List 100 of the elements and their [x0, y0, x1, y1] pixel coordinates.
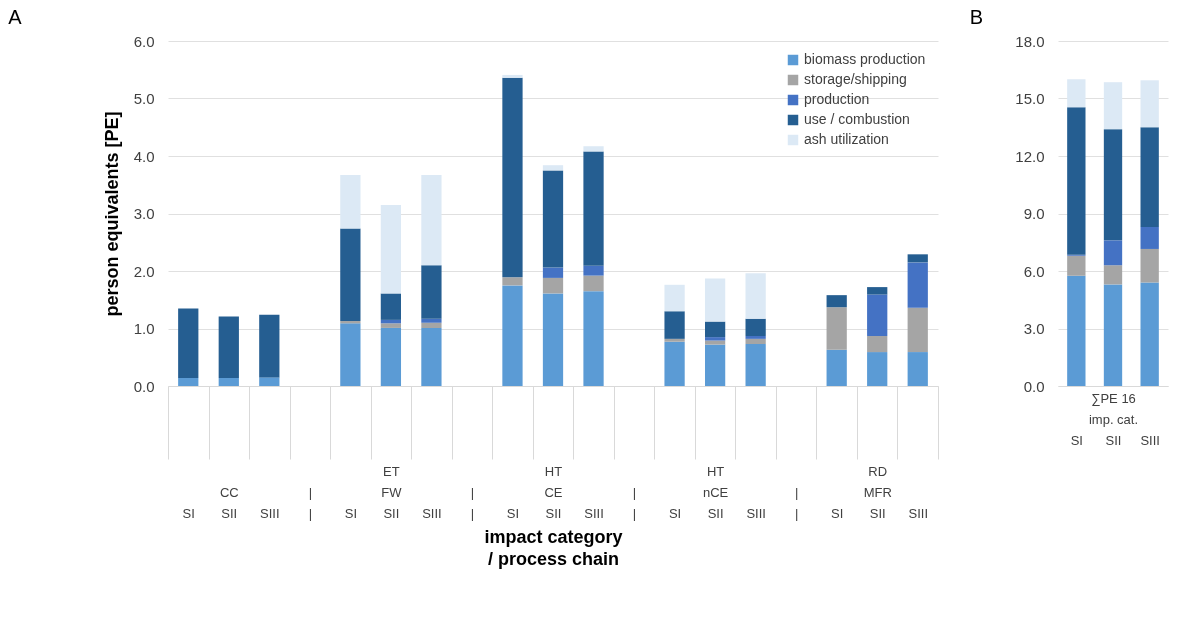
x-tick-label: SIII: [260, 505, 280, 521]
bar: [826, 295, 847, 308]
bar: [583, 265, 604, 276]
x-tick-label: HT nCE SII: [702, 463, 729, 521]
y-tick-label: 6.0: [1023, 262, 1045, 280]
bar: [218, 316, 239, 378]
x-tick-label: SI: [182, 505, 195, 521]
bar: [1067, 107, 1086, 255]
chart-title: B: [969, 6, 984, 28]
x-tick-label: SIII: [422, 505, 442, 521]
x-axis-title: impact category / process chain: [484, 526, 623, 569]
bar: [1140, 80, 1159, 128]
x-tick-label: SI: [344, 505, 358, 521]
bar: [421, 318, 442, 323]
bar: [826, 307, 847, 350]
bar: [704, 337, 726, 341]
bar: [867, 335, 888, 353]
bar: [1140, 282, 1159, 386]
bar: [259, 377, 280, 386]
x-tick-label: SI: [1070, 432, 1083, 448]
bar: [502, 77, 523, 278]
x-tick-label: | |: [632, 484, 637, 521]
bar: [583, 151, 604, 266]
bar: [1103, 129, 1123, 241]
x-tick-label: SI: [668, 505, 682, 521]
bar: [1140, 226, 1159, 249]
bar: [583, 291, 604, 386]
y-tick-label: 1.0: [133, 320, 155, 337]
bar: [745, 335, 766, 339]
y-tick-label: 0.0: [1023, 377, 1045, 395]
bar: [340, 174, 361, 229]
bar: [542, 165, 564, 171]
bar: [542, 293, 564, 386]
bar: [380, 323, 402, 328]
x-tick-label: SIII: [1140, 432, 1160, 448]
bar: [583, 275, 604, 292]
bar: [421, 322, 442, 328]
bar: [664, 341, 685, 386]
bar: [421, 174, 442, 266]
bar: [745, 338, 766, 345]
bar: [178, 377, 199, 386]
bar: [1103, 240, 1123, 266]
y-axis-title: person equivalents [PE]: [101, 111, 122, 317]
bar: [502, 74, 523, 78]
bar: [1103, 82, 1123, 130]
x-tick-label: ∑PE 16 imp. cat. SII: [1088, 390, 1139, 448]
bar: [218, 377, 239, 386]
bar: [867, 352, 888, 386]
x-tick-label: | |: [470, 484, 475, 521]
y-tick-label: 12.0: [1015, 147, 1045, 165]
bar: [704, 278, 726, 322]
bar: [867, 294, 888, 336]
bar: [1067, 275, 1086, 386]
y-tick-label: 15.0: [1015, 90, 1045, 107]
y-tick-label: 3.0: [133, 205, 155, 222]
bar: [867, 287, 888, 295]
bar: [907, 352, 928, 386]
bar: [542, 267, 564, 278]
bar: [1103, 284, 1123, 386]
bar: [421, 327, 442, 386]
y-tick-label: 4.0: [133, 147, 155, 165]
y-tick-label: 5.0: [133, 90, 155, 107]
x-tick-label: SIII: [584, 505, 604, 521]
y-tick-label: 6.0: [133, 32, 155, 50]
bar: [380, 204, 402, 294]
y-tick-label: 18.0: [1015, 32, 1045, 50]
bar: [745, 318, 766, 336]
chart-title: A: [8, 6, 23, 28]
bar: [380, 293, 402, 320]
bar: [340, 228, 361, 322]
bar: [380, 327, 402, 386]
bar: [259, 314, 280, 378]
bar: [664, 284, 685, 312]
bar: [1103, 265, 1123, 285]
bar: [664, 311, 685, 339]
bar: [745, 344, 766, 386]
x-tick-label: ET FW SII: [381, 463, 403, 521]
bar: [583, 146, 604, 152]
bar: [502, 277, 523, 286]
bar: [340, 323, 361, 386]
legend-label: storage/shipping: [804, 71, 907, 87]
x-tick-label: CC SII: [219, 484, 239, 521]
bar: [1140, 127, 1159, 227]
x-tick-label: RD MFR SII: [863, 463, 892, 521]
y-tick-label: 2.0: [133, 262, 155, 280]
bar: [178, 308, 199, 378]
legend-label: biomass production: [804, 51, 926, 67]
bar: [1067, 79, 1086, 108]
bar: [542, 170, 564, 268]
y-tick-label: 0.0: [133, 377, 155, 395]
bar: [907, 262, 928, 308]
bar: [664, 338, 685, 342]
x-tick-label: HT CE SII: [544, 463, 563, 521]
bar: [826, 349, 847, 386]
x-tick-label: | |: [794, 484, 799, 521]
bar: [1140, 248, 1159, 283]
bar: [542, 277, 564, 294]
x-tick-label: SIII: [746, 505, 766, 521]
bar: [1067, 255, 1086, 276]
bar: [704, 344, 726, 386]
